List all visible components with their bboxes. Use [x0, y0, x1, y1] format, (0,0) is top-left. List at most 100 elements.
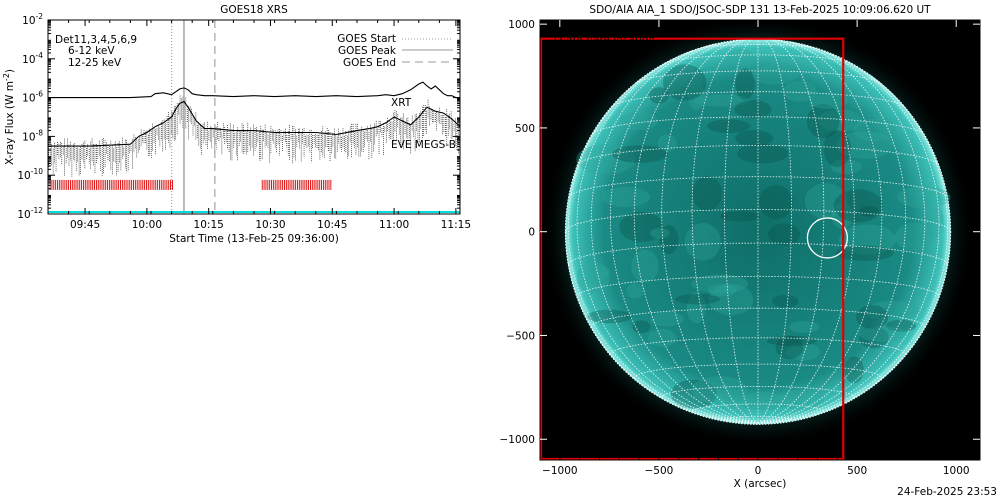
disk-texture-patch	[612, 145, 668, 163]
disk-texture-patch	[587, 309, 633, 324]
disk-texture-patch	[806, 103, 840, 139]
x-tick-label: 0	[755, 465, 762, 477]
grid-line	[757, 231, 952, 424]
disk-texture-patch	[592, 265, 610, 278]
aia-xrt-fov-label: XRT FOV	[552, 422, 598, 434]
grid-line	[590, 43, 759, 424]
disk-texture-patch	[775, 335, 804, 360]
grid-line	[757, 49, 940, 424]
grid-line	[757, 39, 855, 424]
disk-texture-patch	[858, 326, 907, 342]
disk-texture-patch	[772, 295, 799, 308]
grid-line	[565, 231, 759, 424]
aia-y-axis: 1000 500 0 −500 −1000	[499, 19, 980, 446]
x-tick-label: 1000	[943, 465, 970, 477]
grid-line	[610, 91, 906, 108]
goes-event-lines	[170, 20, 216, 214]
x-tick-label: 10:00	[132, 219, 162, 231]
grid-line	[609, 41, 759, 424]
disk-texture-patch	[659, 225, 679, 255]
y-tick-label: 500	[515, 123, 535, 135]
y-tick-label: 1000	[508, 19, 535, 31]
x-tick-label: 10:30	[255, 219, 285, 231]
disk-texture-patch	[647, 328, 677, 347]
disk-texture-patch	[626, 283, 645, 299]
disk-texture-patch	[735, 130, 774, 147]
goes-y-axis: 10-12 10-10 10-8 10-6 10-4 10-2	[17, 12, 460, 221]
disk-texture-patch	[735, 68, 755, 100]
disk-texture-patch	[818, 109, 863, 132]
grid-line	[757, 39, 883, 424]
goes-x-label: Start Time (13-Feb-25 09:36:00)	[169, 233, 339, 245]
disk-texture-patch	[650, 227, 670, 239]
disk-texture-patch	[684, 222, 721, 261]
disk-texture-patch	[833, 189, 884, 223]
disk-texture-patch	[692, 176, 722, 211]
disk-texture-patch	[726, 49, 756, 69]
grid-line	[576, 49, 759, 424]
aia-plot-frame	[539, 19, 981, 461]
goes-title: GOES18 XRS	[220, 4, 288, 16]
grid-line	[576, 144, 940, 166]
aia-x-label: X (arcsec)	[734, 478, 787, 490]
aia-x-axis: −1000 −500 0 500 1000	[542, 20, 977, 477]
y-tick-label: 10-12	[17, 206, 43, 221]
disk-texture-patch	[691, 376, 748, 404]
grid-line	[661, 39, 759, 424]
grid-line	[565, 209, 952, 232]
disk-texture-patch	[759, 185, 794, 220]
disk-texture-patch	[619, 211, 664, 243]
grid-line	[633, 39, 759, 424]
y-tick-label: 10-4	[22, 51, 43, 66]
plot-timestamp: 24-Feb-2025 23:53	[897, 486, 997, 498]
y-tick-label: −500	[506, 330, 535, 342]
disk-texture-patch	[866, 300, 920, 322]
disk-texture-patch	[691, 274, 749, 294]
disk-texture-patch	[738, 391, 788, 411]
series-line	[48, 81, 460, 99]
goes-y-label: X-ray Flux (W m-2)	[2, 69, 16, 165]
aia-panel: SDO/AIA AIA_1 SDO/JSOC-SDP 131 13-Feb-20…	[499, 4, 997, 498]
annotation-xrt: XRT	[391, 97, 412, 109]
disk-texture-patch	[686, 292, 706, 324]
goes-panel: GOES18 XRS 09:45 10:00 10:15 10:30 10:45 11:0…	[2, 4, 471, 245]
annotation-eve-megs-b: EVE MEGS-B	[391, 139, 456, 151]
disk-texture-patch	[692, 94, 750, 107]
legend-goes-start: GOES Start	[337, 33, 396, 45]
disk-texture-patch	[894, 222, 933, 251]
xrt-coverage-bars	[49, 179, 332, 190]
grid-line	[567, 74, 759, 424]
y-tick-label: 10-6	[22, 90, 43, 105]
disk-texture-patch	[897, 186, 951, 209]
grid-line	[663, 54, 853, 65]
grid-line	[633, 363, 883, 379]
y-tick-label: −1000	[499, 434, 535, 446]
disk-texture-patch	[853, 118, 898, 142]
y-tick-label: 10-10	[17, 167, 43, 182]
disk-texture-patch	[783, 80, 817, 103]
disk-texture-patch	[737, 143, 789, 164]
goes-series	[48, 81, 460, 147]
disk-texture-patch	[734, 100, 772, 119]
grid-line	[696, 43, 820, 50]
disk-texture-patch	[657, 134, 677, 152]
disk-texture-patch	[844, 356, 864, 384]
disk-texture-patch	[670, 379, 717, 409]
disk-texture-patch	[855, 304, 889, 329]
grid-line	[757, 41, 907, 424]
disk-texture-patch	[674, 294, 720, 305]
x-tick-label: 09:45	[70, 219, 100, 231]
legend-det: Det11,3,4,5,6,9	[55, 34, 137, 46]
y-tick-label: 0	[528, 227, 535, 239]
legend-goes-peak: GOES Peak	[338, 45, 397, 57]
disk-texture-patch	[601, 186, 651, 208]
disk-texture-patch	[808, 92, 849, 110]
disk-texture-patch	[576, 144, 636, 175]
legend-6-12kev: 6-12 keV	[68, 45, 115, 57]
goes-x-axis: 09:45 10:00 10:15 10:30 10:45 11:00 11:15	[47, 20, 471, 231]
x-tick-label: −1000	[542, 465, 578, 477]
x-tick-label: 10:45	[317, 219, 347, 231]
disk-texture-patch	[823, 130, 852, 167]
disk-texture-patch	[835, 245, 894, 261]
disk-texture-patch	[751, 65, 797, 85]
